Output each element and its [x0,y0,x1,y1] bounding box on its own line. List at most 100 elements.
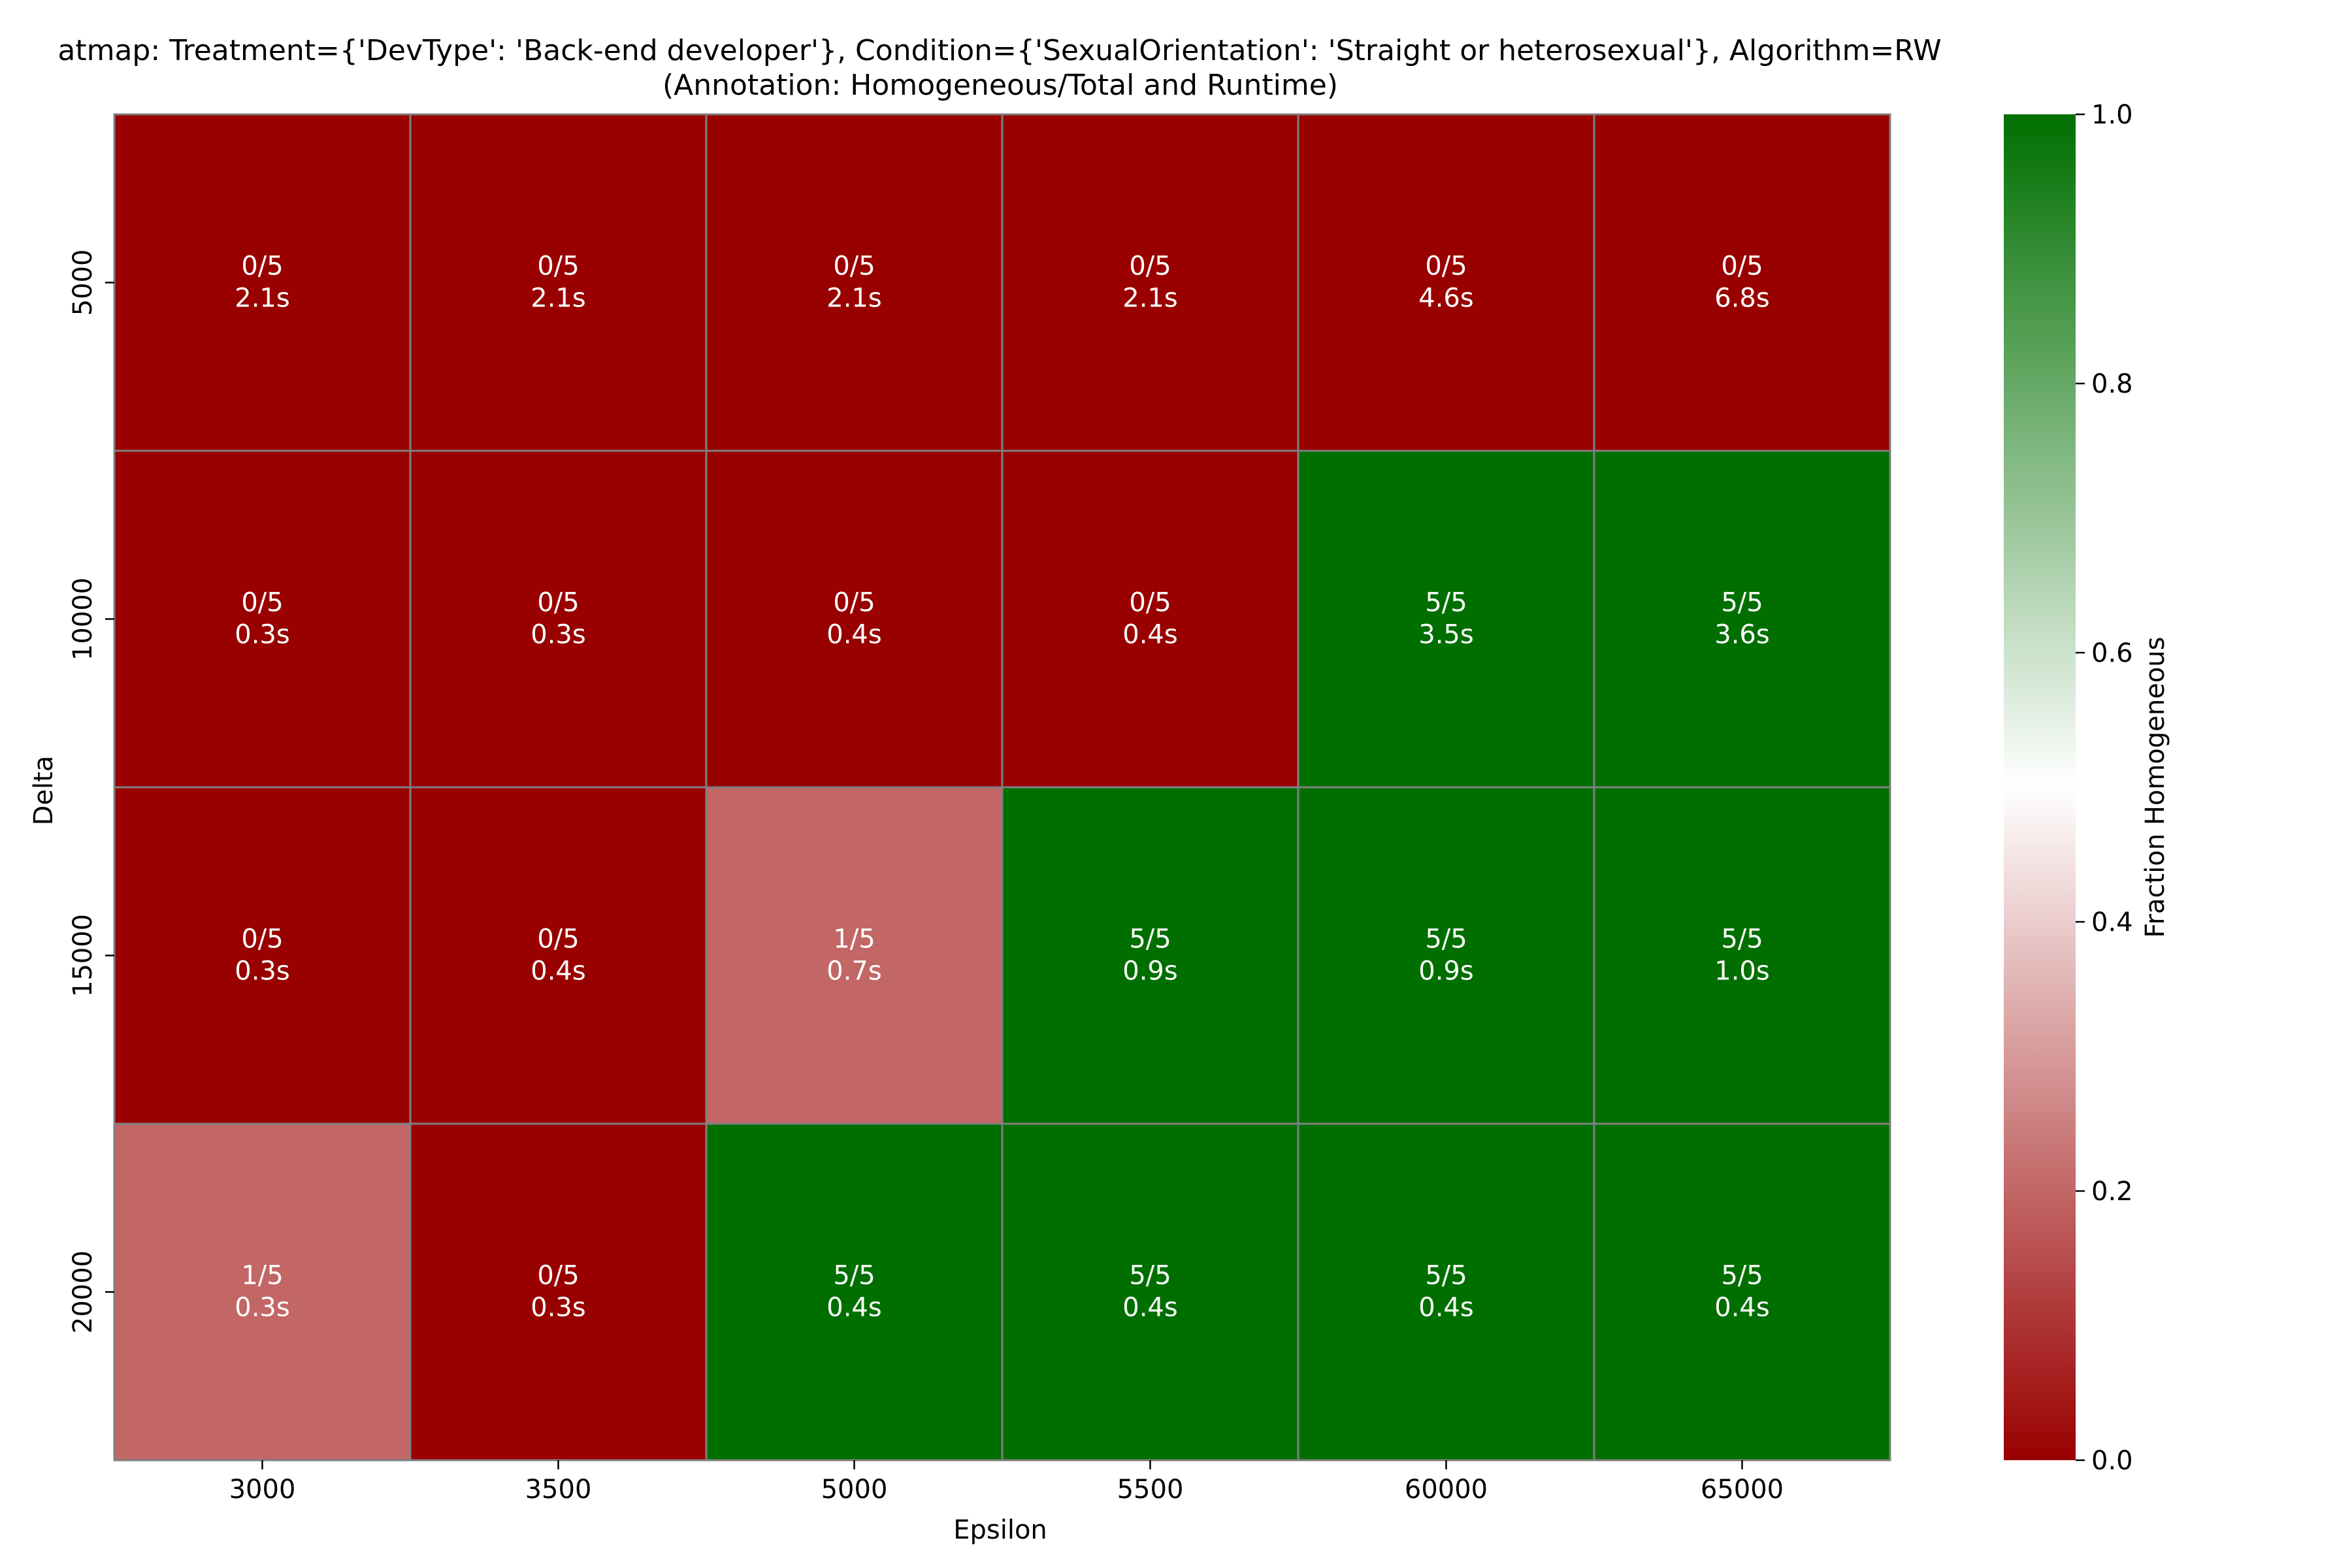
cell-runtime-label: 0.4s [531,956,585,987]
x-tick-label: 65000 [1701,1475,1784,1505]
cell-runtime-label: 4.6s [1418,284,1473,314]
heatmap-cell [1297,113,1595,452]
y-tick-label: 20000 [68,1250,98,1333]
cell-runtime-label: 1.0s [1714,956,1769,987]
heatmap-cell [409,786,708,1125]
heatmap-cell [1001,113,1299,452]
heatmap-cell [705,1122,1004,1462]
cell-fraction-label: 1/5 [241,1261,283,1291]
cell-fraction-label: 0/5 [833,252,875,282]
colorbar [2004,114,2076,1460]
y-tick-label: 5000 [68,250,98,316]
heatmap-cell [1593,113,1891,452]
heatmap-cell [705,449,1004,789]
heatmap-cell [113,449,412,789]
cell-fraction-label: 5/5 [1129,1261,1171,1291]
y-tick-label: 10000 [68,578,98,661]
cell-runtime-label: 0.3s [235,1293,289,1323]
cell-runtime-label: 0.4s [826,1293,881,1323]
heatmap-cell [1001,449,1299,789]
cell-runtime-label: 0.3s [531,620,585,650]
cell-runtime-label: 2.1s [1122,284,1177,314]
cell-fraction-label: 0/5 [537,924,579,955]
cell-runtime-label: 0.9s [1122,956,1177,987]
colorbar-tick-label: 1.0 [2091,100,2133,130]
cell-runtime-label: 2.1s [826,284,881,314]
cell-fraction-label: 0/5 [241,252,283,282]
cell-fraction-label: 5/5 [1425,1261,1467,1291]
cell-runtime-label: 0.4s [1418,1293,1473,1323]
cell-fraction-label: 5/5 [1721,1261,1763,1291]
heatmap-cell [113,113,412,452]
heatmap-cell [409,449,708,789]
colorbar-ticks: 0.0 0.2 0.4 0.6 0.8 1.0 [2076,100,2133,1476]
x-tick-label: 3500 [525,1475,592,1505]
chart-title: atmap: Treatment={'DevType': 'Back-end d… [57,34,1941,67]
cell-fraction-label: 0/5 [1425,252,1467,282]
chart-subtitle: (Annotation: Homogeneous/Total and Runti… [662,69,1338,102]
heatmap-cell [705,786,1004,1125]
heatmap-cell [1001,786,1299,1125]
cell-fraction-label: 5/5 [1425,924,1467,955]
heatmap-cell [409,113,708,452]
cell-fraction-label: 1/5 [833,924,875,955]
cell-runtime-label: 3.5s [1418,620,1473,650]
cell-runtime-label: 0.4s [1122,620,1177,650]
cell-runtime-label: 0.7s [826,956,881,987]
heatmap-cell [1001,1122,1299,1462]
cell-fraction-label: 0/5 [241,924,283,955]
heatmap-cell [1297,1122,1595,1462]
cell-fraction-label: 0/5 [833,588,875,618]
cell-fraction-label: 0/5 [1129,252,1171,282]
cell-runtime-label: 0.3s [531,1293,585,1323]
heatmap-cell [1593,1122,1891,1462]
cell-runtime-label: 0.9s [1418,956,1473,987]
x-tick-label: 60000 [1405,1475,1488,1505]
cell-runtime-label: 3.6s [1714,620,1769,650]
x-tick-label: 5500 [1117,1475,1184,1505]
y-tick-label: 15000 [68,914,98,997]
colorbar-label: Fraction Homogeneous [2140,637,2170,938]
x-axis-label: Epsilon [953,1515,1047,1545]
cell-fraction-label: 5/5 [833,1261,875,1291]
cell-fraction-label: 0/5 [1129,588,1171,618]
colorbar-tick-label: 0.8 [2091,369,2133,399]
cell-fraction-label: 0/5 [537,588,579,618]
cell-fraction-label: 5/5 [1425,588,1467,618]
heatmap-cell [705,113,1004,452]
colorbar-tick-label: 0.6 [2091,638,2133,668]
heatmap-cell [1593,449,1891,789]
cell-runtime-label: 0.4s [1122,1293,1177,1323]
heatmap-cell [113,786,412,1125]
x-tick-label: 3000 [229,1475,296,1505]
cell-runtime-label: 2.1s [531,284,585,314]
cell-fraction-label: 0/5 [1721,252,1763,282]
cell-runtime-label: 0.4s [1714,1293,1769,1323]
cell-runtime-label: 0.4s [826,620,881,650]
heatmap-cell [1593,786,1891,1125]
cell-fraction-label: 5/5 [1129,924,1171,955]
heatmap-cell [113,1122,412,1462]
cell-runtime-label: 0.3s [235,956,289,987]
y-axis-label: Delta [29,756,59,826]
x-axis-ticks: 3000 3500 5000 5500 60000 65000 [229,1460,1784,1505]
cell-runtime-label: 0.3s [235,620,289,650]
heatmap-annotations: 0/52.1s0/52.1s0/52.1s0/52.1s0/54.6s0/56.… [235,252,1769,1323]
cell-runtime-label: 2.1s [235,284,289,314]
cell-fraction-label: 5/5 [1721,924,1763,955]
x-tick-label: 5000 [821,1475,888,1505]
y-axis-ticks: 5000 10000 15000 20000 [68,250,114,1333]
colorbar-tick-label: 0.4 [2091,907,2133,938]
cell-fraction-label: 5/5 [1721,588,1763,618]
heatmap-cell [1297,449,1595,789]
cell-fraction-label: 0/5 [241,588,283,618]
heatmap-cells [113,113,1891,1462]
cell-fraction-label: 0/5 [537,1261,579,1291]
cell-fraction-label: 0/5 [537,252,579,282]
heatmap-cell [409,1122,708,1462]
colorbar-tick-label: 0.0 [2091,1446,2133,1476]
heatmap-cell [1297,786,1595,1125]
cell-runtime-label: 6.8s [1714,284,1769,314]
colorbar-tick-label: 0.2 [2091,1177,2133,1207]
